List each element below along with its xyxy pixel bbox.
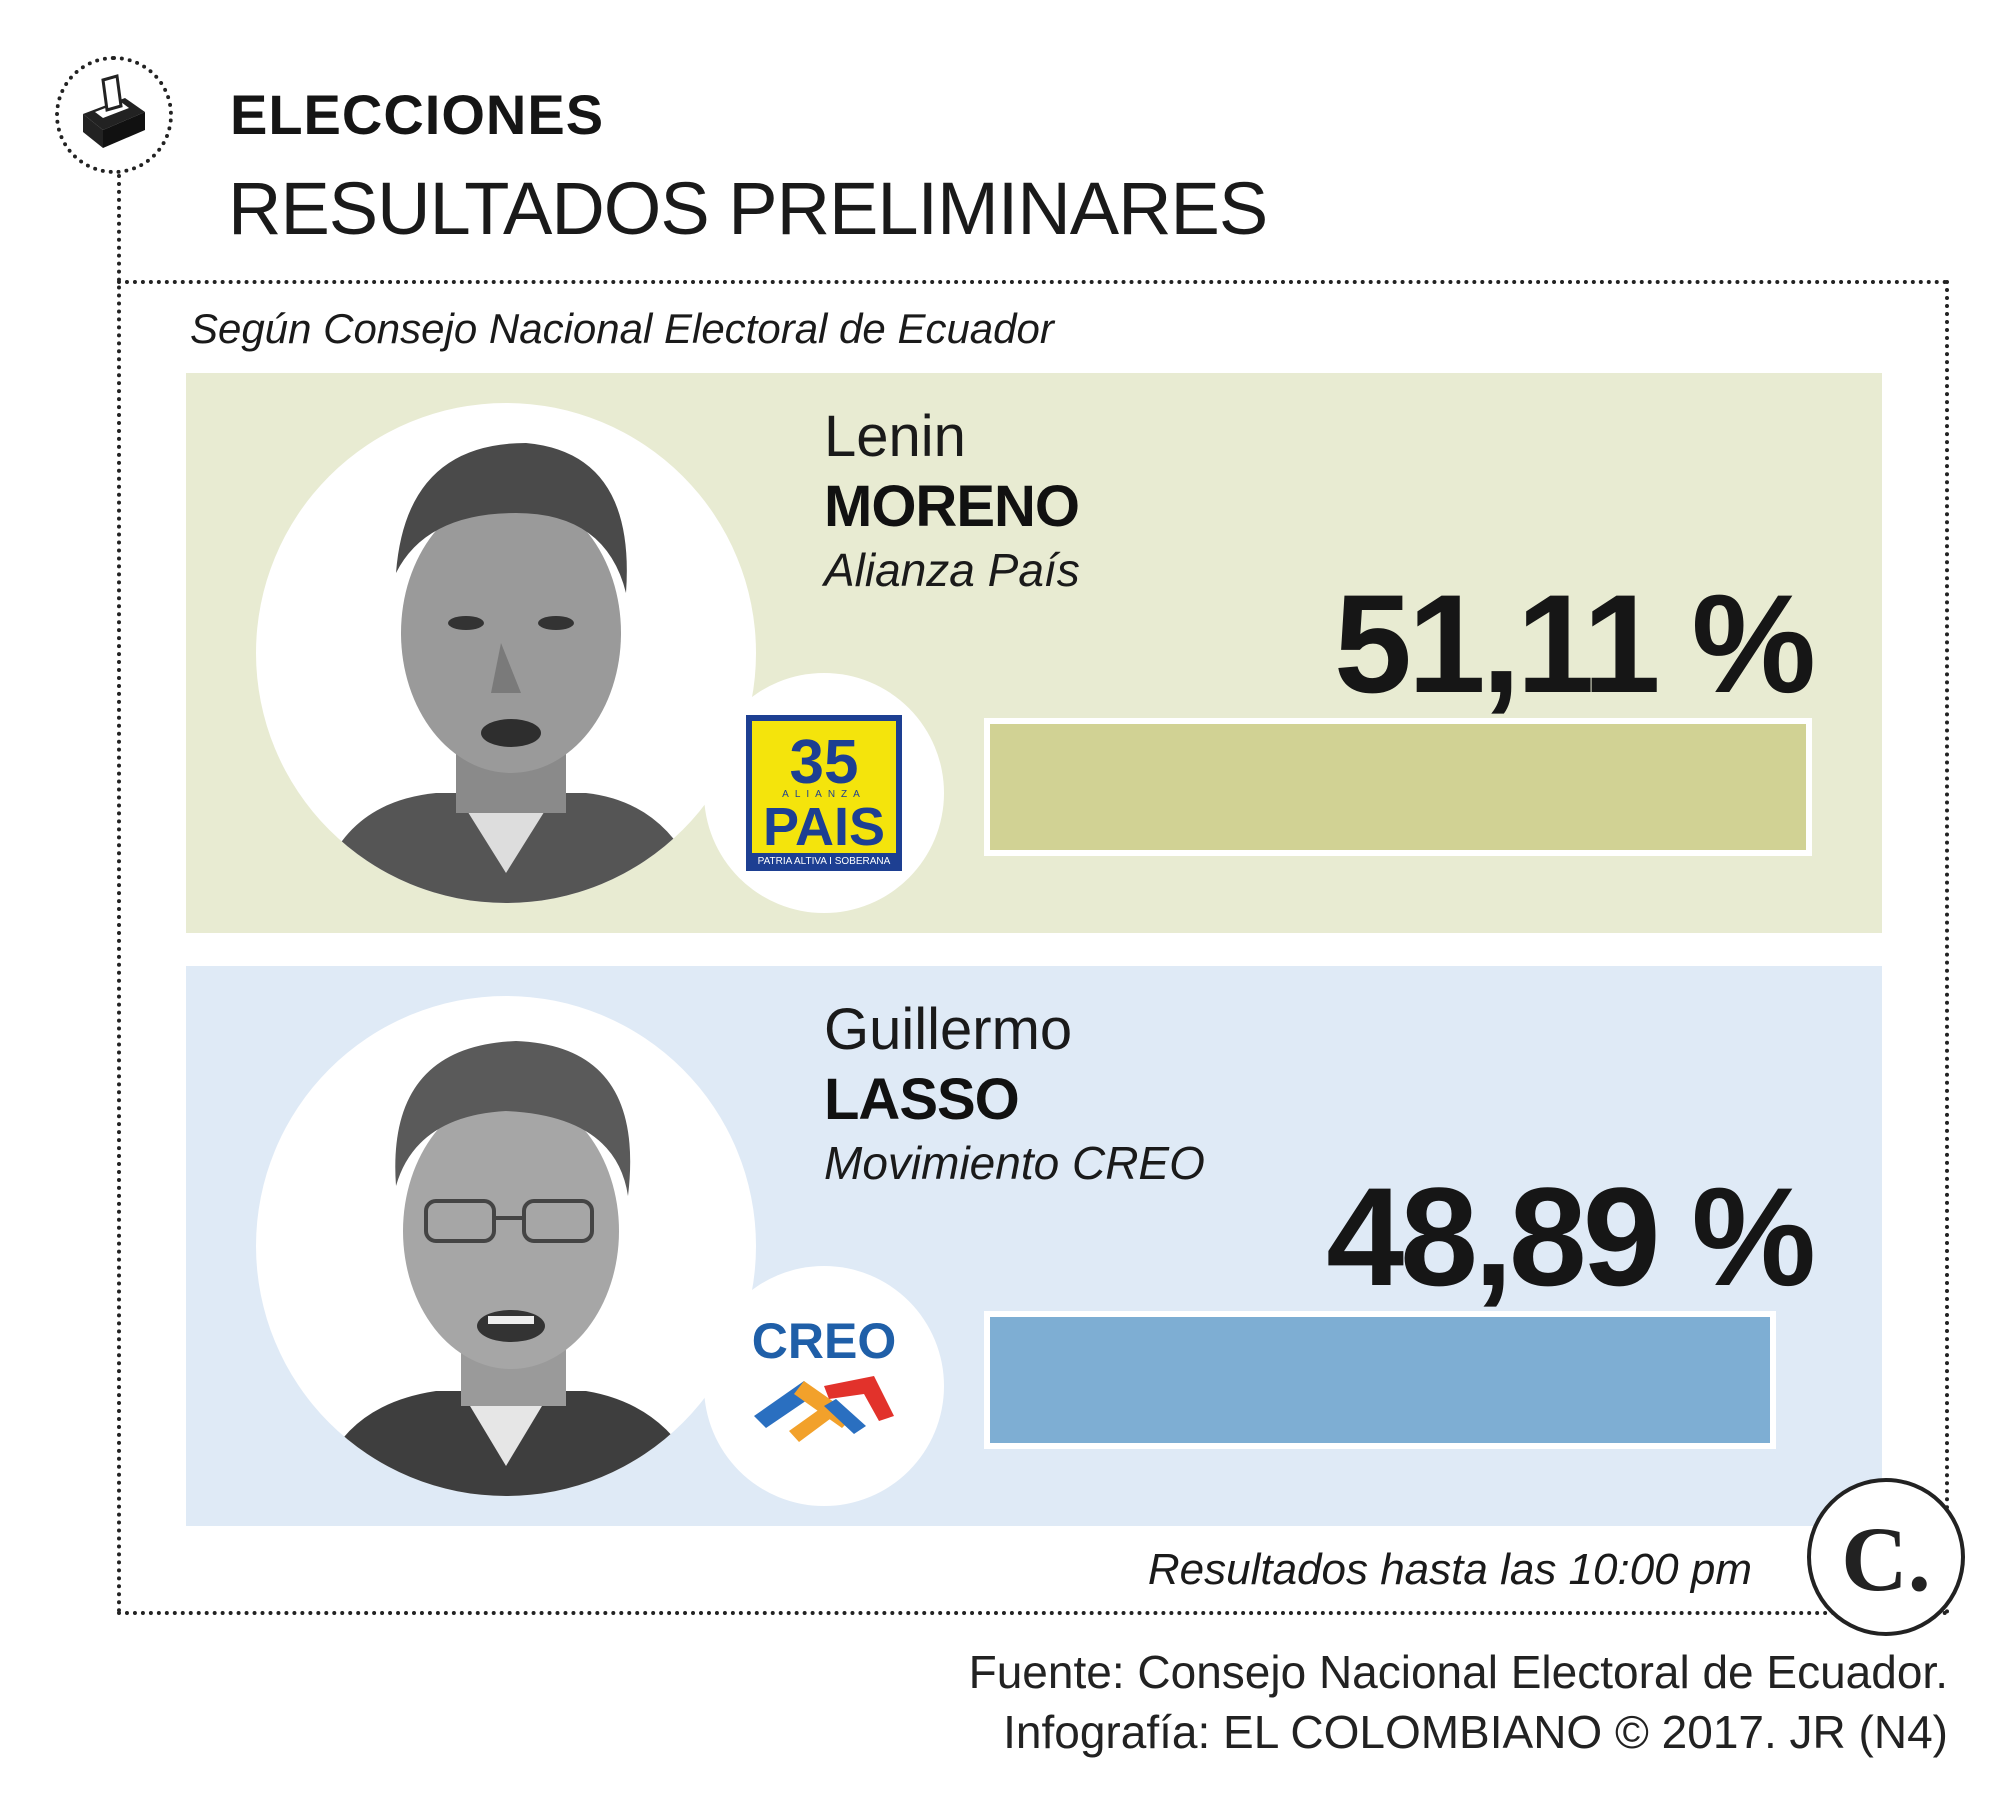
svg-text:ALIANZA: ALIANZA <box>782 789 866 800</box>
vote-bar-moreno <box>984 718 1812 856</box>
candidate-first-name: Guillermo <box>824 997 1073 1062</box>
candidate-last-name: MORENO <box>824 474 1080 539</box>
candidate-last-name: LASSO <box>824 1067 1020 1132</box>
candidate-panel-lasso: CREO Guillermo LASSO Movimiento CREO 48,… <box>186 966 1882 1526</box>
party-logo-creo: CREO <box>704 1266 944 1506</box>
svg-text:PATRIA ALTIVA I SOBERANA: PATRIA ALTIVA I SOBERANA <box>758 856 891 867</box>
svg-text:CREO: CREO <box>752 1313 896 1369</box>
kicker: ELECCIONES <box>230 83 605 146</box>
svg-text:35: 35 <box>790 728 859 797</box>
source-line: Fuente: Consejo Nacional Electoral de Ec… <box>968 1646 1948 1698</box>
dotted-frame <box>117 280 1949 1615</box>
candidate-panel-moreno: 35 ALIANZA PAIS PATRIA ALTIVA I SOBERANA… <box>186 373 1882 933</box>
el-colombiano-logo: C. <box>1807 1478 1965 1636</box>
candidate-party: Alianza País <box>824 544 1080 596</box>
candidate-first-name: Lenin <box>824 404 966 469</box>
candidate-photo-moreno <box>256 403 756 903</box>
candidate-photo-lasso <box>256 996 756 1496</box>
vote-bar-lasso <box>984 1311 1776 1449</box>
vote-percent-label: 48,89 % <box>1326 1158 1816 1315</box>
results-time-note: Resultados hasta las 10:00 pm <box>1147 1545 1752 1594</box>
candidate-party: Movimiento CREO <box>824 1137 1205 1189</box>
page-title: RESULTADOS PRELIMINARES <box>228 167 1268 250</box>
svg-text:C.: C. <box>1841 1508 1930 1610</box>
bar-track <box>984 1311 1812 1449</box>
vote-percent-label: 51,11 % <box>1334 565 1816 722</box>
ballot-box-icon <box>55 56 173 174</box>
party-logo-alianza-pais: 35 ALIANZA PAIS PATRIA ALTIVA I SOBERANA <box>704 673 944 913</box>
credit-line: Infografía: EL COLOMBIANO © 2017. JR (N4… <box>1003 1706 1948 1758</box>
subtitle: Según Consejo Nacional Electoral de Ecua… <box>190 305 1054 352</box>
bar-track <box>984 718 1812 856</box>
frame-left-dotted-line <box>117 174 121 1614</box>
svg-text:PAIS: PAIS <box>763 797 885 857</box>
